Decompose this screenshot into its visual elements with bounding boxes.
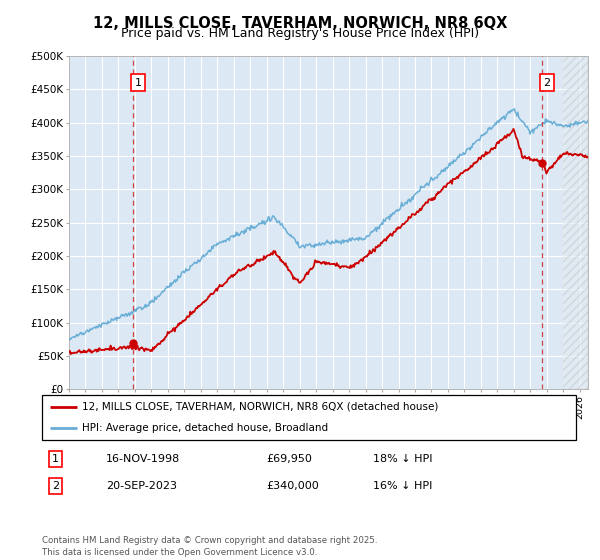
Text: 18% ↓ HPI: 18% ↓ HPI xyxy=(373,454,433,464)
Text: 1: 1 xyxy=(52,454,59,464)
Bar xyxy=(563,56,588,389)
Text: 1: 1 xyxy=(134,78,142,88)
Text: £340,000: £340,000 xyxy=(266,482,319,491)
FancyBboxPatch shape xyxy=(42,395,576,440)
Text: 20-SEP-2023: 20-SEP-2023 xyxy=(106,482,177,491)
Text: 2: 2 xyxy=(544,78,551,88)
Text: Price paid vs. HM Land Registry's House Price Index (HPI): Price paid vs. HM Land Registry's House … xyxy=(121,27,479,40)
Text: Contains HM Land Registry data © Crown copyright and database right 2025.
This d: Contains HM Land Registry data © Crown c… xyxy=(42,536,377,557)
Text: 16-NOV-1998: 16-NOV-1998 xyxy=(106,454,181,464)
Text: 12, MILLS CLOSE, TAVERHAM, NORWICH, NR8 6QX (detached house): 12, MILLS CLOSE, TAVERHAM, NORWICH, NR8 … xyxy=(82,402,439,412)
Text: 16% ↓ HPI: 16% ↓ HPI xyxy=(373,482,433,491)
Text: 12, MILLS CLOSE, TAVERHAM, NORWICH, NR8 6QX: 12, MILLS CLOSE, TAVERHAM, NORWICH, NR8 … xyxy=(93,16,507,31)
Text: £69,950: £69,950 xyxy=(266,454,312,464)
Text: 2: 2 xyxy=(52,482,59,491)
Text: HPI: Average price, detached house, Broadland: HPI: Average price, detached house, Broa… xyxy=(82,422,328,432)
Bar xyxy=(563,56,588,389)
